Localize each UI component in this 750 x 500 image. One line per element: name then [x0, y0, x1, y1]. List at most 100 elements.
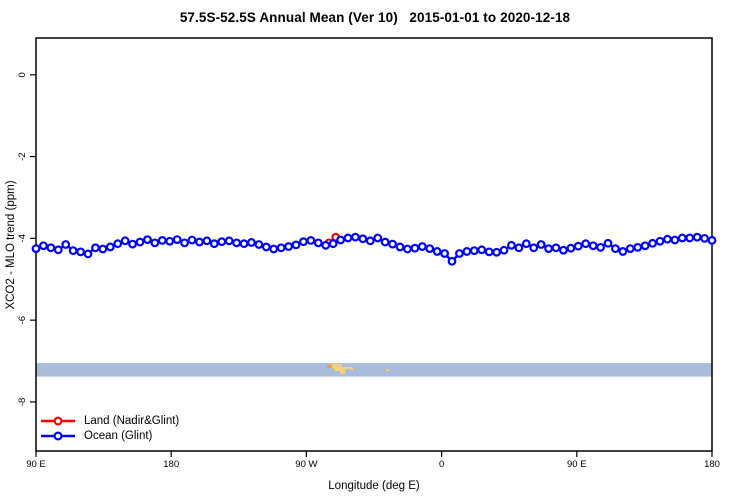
map-strip-land-patch: [327, 365, 334, 368]
data-point-marker: [261, 242, 271, 252]
data-point-marker: [514, 243, 524, 253]
y-tick-label: -6: [17, 316, 28, 324]
data-point-marker: [603, 238, 613, 248]
data-point-marker: [417, 242, 427, 251]
y-tick-label: -4: [17, 234, 28, 242]
map-strip: [36, 363, 712, 377]
data-point-marker: [440, 249, 449, 258]
data-point-marker: [91, 243, 100, 253]
data-point-marker: [321, 240, 331, 250]
data-point-marker: [105, 242, 115, 252]
data-point-marker: [254, 240, 264, 249]
data-point-marker: [685, 233, 695, 243]
ocean-series: [31, 232, 717, 266]
map-strip-land-patch: [332, 364, 342, 368]
data-point-marker: [351, 232, 360, 242]
legend-item-ocean: Ocean (Glint): [41, 428, 179, 443]
data-point-marker: [692, 232, 702, 242]
y-tick-label: 0: [17, 72, 28, 77]
data-point-marker: [39, 241, 48, 251]
x-tick-label: 90 E: [26, 459, 46, 470]
data-point-marker: [484, 247, 494, 257]
data-point-marker: [217, 237, 227, 247]
data-point-marker: [648, 238, 657, 248]
data-point-marker: [336, 235, 345, 245]
data-point-marker: [247, 238, 256, 247]
data-point-marker: [588, 241, 598, 251]
data-point-marker: [232, 238, 241, 248]
data-point-marker: [521, 239, 531, 249]
data-point-marker: [633, 242, 643, 252]
data-point-marker: [447, 256, 457, 266]
data-point-marker: [157, 236, 167, 245]
x-tick-label: 180: [704, 459, 720, 470]
data-point-marker: [403, 244, 412, 254]
x-axis-ticks: 90 E 180 90 W 0 90 E 180: [26, 451, 720, 470]
data-point-marker: [120, 236, 130, 246]
data-point-marker: [581, 239, 591, 249]
data-point-marker: [477, 245, 487, 255]
map-strip-land-patch: [345, 367, 352, 369]
data-point-marker: [343, 233, 353, 243]
ocean-series-sample-icon: [41, 430, 75, 441]
y-tick-label: -2: [17, 152, 28, 160]
data-point-marker: [68, 246, 78, 256]
data-point-marker: [150, 238, 160, 248]
data-point-marker: [432, 247, 442, 256]
x-tick-label: 90 W: [295, 459, 317, 470]
data-point-marker: [677, 233, 687, 243]
legend-label-ocean: Ocean (Glint): [84, 429, 153, 442]
y-tick-label: -8: [17, 398, 28, 406]
data-point-marker: [135, 237, 145, 247]
data-point-marker: [224, 236, 234, 246]
map-strip-land-patch: [340, 370, 345, 374]
data-point-marker: [239, 239, 249, 249]
map-strip-land-patch: [386, 369, 389, 371]
data-point-marker: [358, 234, 368, 244]
data-point-marker: [551, 243, 561, 253]
data-point-marker: [625, 244, 635, 253]
data-point-marker: [455, 249, 464, 258]
land-series-sample-icon: [41, 415, 75, 426]
data-point-marker: [113, 239, 123, 249]
data-point-marker: [663, 234, 672, 244]
data-point-marker: [306, 236, 316, 245]
data-point-marker: [373, 233, 383, 243]
data-point-marker: [618, 247, 628, 256]
data-point-marker: [46, 243, 56, 253]
data-point-marker: [31, 244, 41, 253]
y-axis-ticks: 0 -2 -4 -6 -8: [17, 72, 36, 406]
data-point-marker: [544, 244, 553, 253]
data-point-marker: [655, 236, 665, 246]
legend-label-land: Land (Nadir&Glint): [84, 414, 180, 427]
data-point-marker: [611, 244, 620, 253]
data-point-marker: [53, 245, 63, 255]
data-point-marker: [596, 242, 605, 252]
data-point-marker: [291, 240, 301, 250]
data-point-marker: [573, 241, 583, 251]
data-point-marker: [469, 246, 479, 256]
data-point-marker: [269, 244, 279, 254]
data-point-marker: [276, 243, 286, 253]
map-strip-land-patch: [334, 367, 346, 371]
x-axis-label: Longitude (deg E): [328, 480, 420, 492]
data-point-marker: [462, 247, 472, 256]
data-point-marker: [284, 242, 293, 251]
data-point-marker: [143, 235, 152, 244]
x-tick-label: 180: [163, 459, 179, 470]
data-point-marker: [365, 236, 375, 246]
data-point-marker: [328, 239, 338, 249]
data-point-marker: [410, 243, 420, 253]
data-point-marker: [559, 245, 568, 255]
data-point-marker: [61, 240, 71, 249]
data-point-marker: [529, 243, 539, 253]
data-point-marker: [180, 238, 189, 248]
data-point-marker: [202, 236, 212, 246]
data-point-marker: [499, 245, 509, 255]
legend-item-land: Land (Nadir&Glint): [41, 413, 179, 428]
data-point-marker: [640, 241, 650, 251]
data-point-marker: [165, 236, 175, 246]
data-point-marker: [83, 249, 93, 259]
data-point-marker: [507, 240, 516, 250]
